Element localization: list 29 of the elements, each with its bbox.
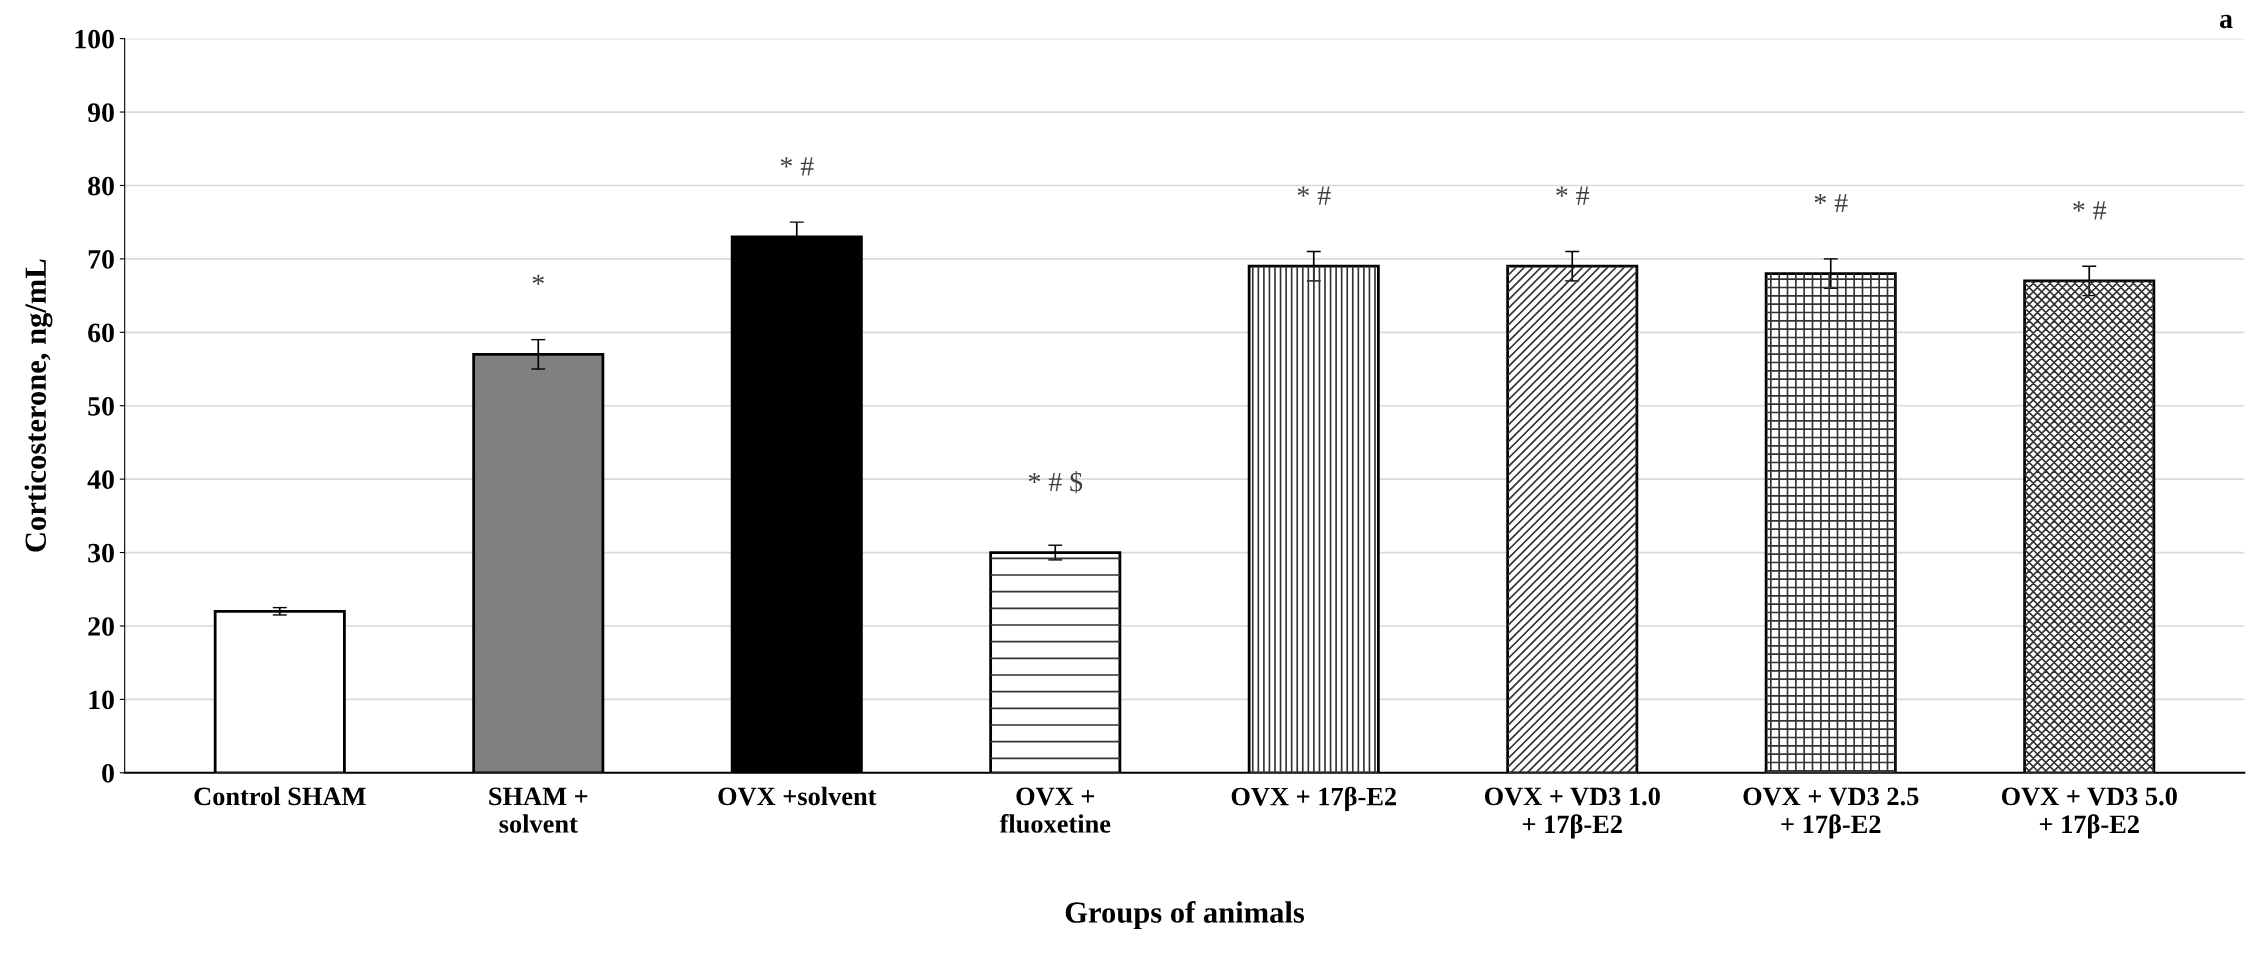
y-tick-label: 100 [75, 29, 114, 49]
annotation: * # $ [1028, 470, 1083, 494]
x-tick-label: SHAM + solvent [489, 787, 588, 833]
y-tick-label: 40 [87, 470, 114, 490]
x-tick-label: OVX + VD3 1.0 + 17β-E2 [1484, 787, 1660, 839]
annotation: * # [1814, 193, 1848, 213]
y-tick-label: 0 [102, 763, 114, 783]
x-tick-label: OVX + VD3 5.0 + 17β-E2 [2001, 787, 2177, 839]
annotation: * # [1556, 186, 1590, 205]
annotation: * # [2073, 201, 2107, 220]
x-tick-label: OVX + VD3 2.5 + 17β-E2 [1743, 787, 1919, 839]
y-tick-label: 30 [88, 543, 114, 563]
y-tick-label: 50 [88, 396, 114, 416]
y-tick-label: 80 [88, 176, 114, 196]
annotation: * [532, 274, 544, 285]
x-tick-label: OVX + 17β-E2 [1231, 786, 1396, 811]
x-tick-label: Control SHAM [194, 786, 366, 806]
text: a [2220, 14, 2233, 29]
annotation: * # [780, 157, 814, 176]
y-tick-label: 20 [88, 617, 114, 636]
y-tick-label: 70 [88, 250, 114, 269]
x-axis-title: Groups of animals [1065, 901, 1305, 930]
y-tick-label: 90 [87, 103, 114, 122]
annotation: * # [1297, 186, 1331, 205]
y-tick-label: 10 [89, 690, 114, 710]
x-tick-label: OVX + fluoxetine [999, 787, 1111, 833]
y-tick-label: 60 [88, 323, 114, 343]
x-tick-label: OVX +solvent [718, 786, 877, 806]
y-axis-title: Corticosterone, ng/mL [24, 259, 53, 552]
